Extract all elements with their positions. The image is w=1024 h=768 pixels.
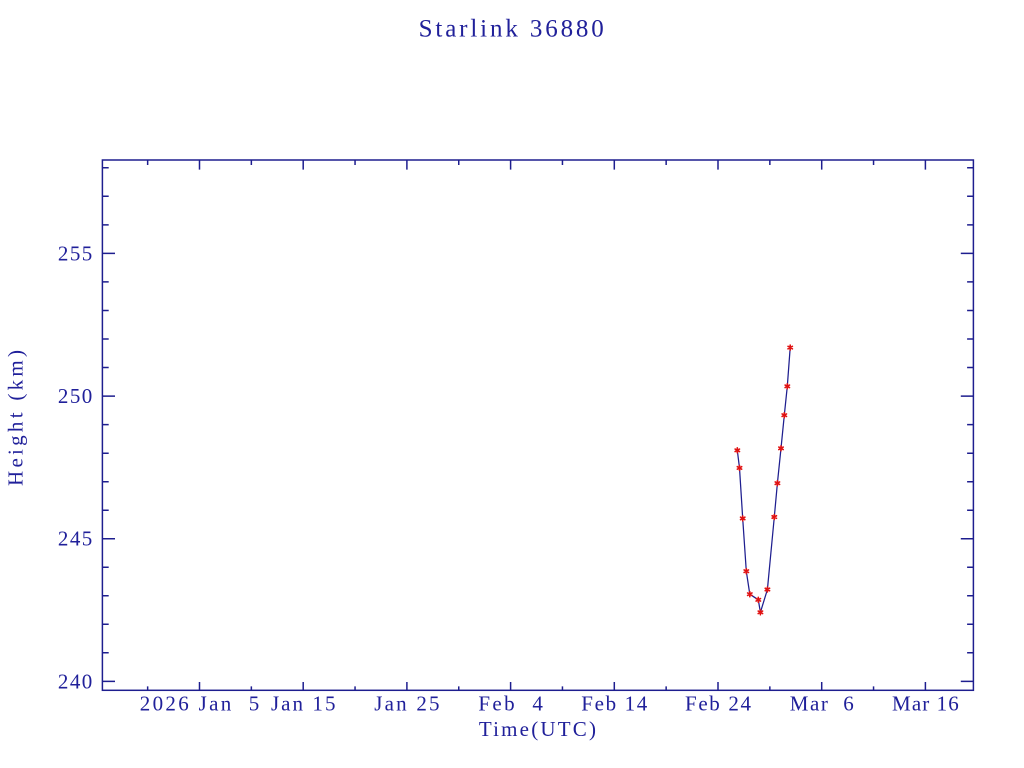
svg-text:Feb 4: Feb 4 (478, 691, 543, 715)
svg-text:Mar 16: Mar 16 (892, 691, 959, 715)
svg-text:240: 240 (58, 669, 92, 693)
svg-text:Time(UTC): Time(UTC) (479, 717, 596, 741)
svg-text:Starlink 36880: Starlink 36880 (419, 16, 604, 43)
svg-text:Feb 24: Feb 24 (685, 691, 752, 715)
svg-text:2026 Jan 5: 2026 Jan 5 (140, 691, 260, 715)
svg-text:255: 255 (58, 241, 92, 265)
svg-text:Height (km): Height (km) (3, 350, 27, 486)
svg-text:Mar 6: Mar 6 (790, 691, 854, 715)
svg-text:Feb 14: Feb 14 (581, 691, 648, 715)
svg-text:250: 250 (58, 384, 92, 408)
svg-text:245: 245 (58, 527, 92, 551)
